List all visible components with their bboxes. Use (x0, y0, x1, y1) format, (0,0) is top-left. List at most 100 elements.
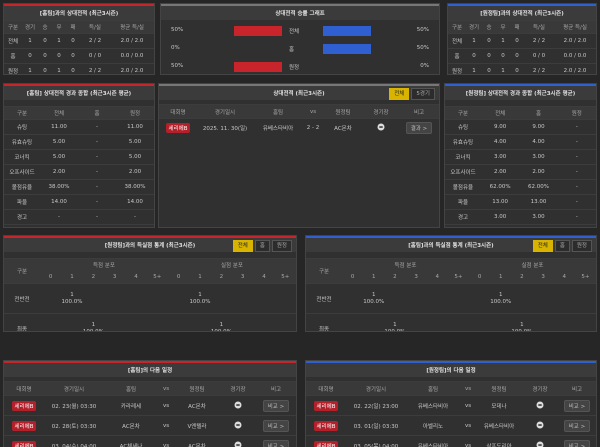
column-header: 경기장 (373, 109, 389, 116)
stadium-cell (220, 401, 256, 411)
table-cell: - (575, 154, 578, 160)
panel-title-text: 상대전적 (최근3시즌) (273, 91, 325, 97)
table-cell: 11.00 (127, 124, 143, 130)
goal-cell: 1 100.0% (384, 321, 405, 332)
action-cell: 비교 > (256, 399, 296, 412)
match-date: 02. 22(일) 23:00 (353, 403, 399, 410)
column-header: 경기일시 (214, 109, 236, 116)
table-cell: 11.00 (51, 124, 67, 130)
goal-cell: 1 100.0% (189, 292, 211, 306)
column-header: 득/실 (533, 25, 545, 31)
table-row: 퇴장--- (445, 224, 596, 227)
goal-row: 전반전 1 100.0% 1 100.0% (4, 283, 296, 313)
column-header: vs (309, 108, 317, 115)
bin-header: 1 (198, 274, 202, 280)
action-button[interactable]: 비교 > (563, 439, 591, 447)
goal-count: 1 (219, 321, 224, 328)
table-cell: 2 / 2 (88, 68, 102, 74)
table-cell: 0 (71, 38, 75, 44)
action-cell: 비교 > (558, 399, 596, 412)
table-cell: 0 / 0 (88, 53, 102, 59)
column-header: vs (162, 385, 170, 392)
away-bar (323, 26, 371, 36)
away-team: 삼프도리아 (486, 443, 512, 447)
bin-header: 2 (219, 274, 224, 280)
table-header: 구분 전체 홈 원정 (4, 106, 154, 119)
action-button[interactable]: 비교 > (563, 419, 591, 432)
table-cell: 2.0 / 2.0 (120, 38, 144, 44)
column-header: 승 (42, 25, 48, 31)
tab[interactable]: 홈 (554, 240, 570, 252)
panel: [홈팀]의 다음 일정 대회명 경기일시 홈팀 vs 원정팀 경기장 비고 세리에B 02. 23… (3, 360, 297, 447)
goal-count: 1 (371, 291, 376, 298)
tab[interactable]: 전체 (532, 240, 553, 252)
table-cell: 4.00 (494, 139, 507, 145)
stadium-icon (234, 421, 242, 428)
table-header: 구분 경기 승 무 패 득/실 평균 득/실 (4, 20, 154, 33)
goal-pct: 100.0% (490, 298, 512, 305)
table-cell: 2.00 (128, 169, 142, 175)
panel-title-text: [홈팀]의 다음 일정 (127, 368, 173, 374)
graph: 50% 전체 50% 0% 홈 50% 50% 원정 0% (161, 22, 439, 74)
column-header: 경기일시 (63, 386, 85, 393)
action-button[interactable]: 비교 > (262, 439, 290, 447)
action-button[interactable]: 비교 > (262, 399, 290, 412)
home-bar (234, 26, 282, 36)
table-cell: 0 (501, 53, 505, 59)
action-button[interactable]: 비교 > (563, 399, 591, 412)
bin-header: 0 (48, 274, 53, 280)
table-cell: 3.00 (532, 154, 545, 160)
table-cell: 오프사이드 (9, 170, 35, 176)
stadium-icon (234, 401, 242, 408)
table-cell: 1 (57, 68, 61, 74)
tab[interactable]: 전체 (389, 88, 410, 100)
table-cell: 14.00 (127, 199, 143, 205)
column-header: 대회명 (170, 109, 186, 116)
column-header: 홈팀 (427, 386, 439, 393)
league-cell: 세리에B (4, 400, 44, 411)
column-header: 경기 (24, 25, 36, 31)
panel: [홈팀]과의 상대전적 (최근3시즌) 구분 경기 승 무 패 득/실 평균 득/실 전체 1 0 1… (3, 3, 155, 75)
league-cell: 세리에B (306, 400, 346, 411)
column-header: 홈 (535, 111, 542, 117)
table-cell: 0 (43, 68, 47, 74)
column-header: 구분 (16, 111, 28, 117)
table-cell: 13.00 (492, 199, 509, 205)
tab[interactable]: 원정 (571, 240, 592, 252)
tab[interactable]: 원정 (271, 240, 292, 252)
bin-header: 4 (562, 274, 566, 280)
tab[interactable]: 5경기 (411, 88, 435, 100)
table-cell: 경고 (457, 215, 469, 221)
goal-pct: 100.0% (189, 298, 211, 305)
column-header: 구분 (16, 269, 28, 275)
away-team: V엔텔라 (187, 423, 207, 430)
panel-title-text: [홈팀]과의 상대전적 (최근3시즌) (39, 11, 119, 17)
tab[interactable]: 전체 (232, 240, 253, 252)
table-row: 오프사이드 2.00 2.00 - (445, 164, 596, 179)
bin-header: 3 (414, 274, 418, 280)
table-cell: 38.00% (48, 184, 70, 190)
action-button[interactable]: 비교 > (262, 419, 290, 432)
table-cell: 9.00 (532, 124, 545, 130)
column-header: 원정 (129, 111, 141, 117)
column-header: 패 (514, 25, 520, 31)
table-cell: 0 (57, 53, 61, 59)
goal-pct: 100.0% (363, 298, 385, 305)
row-label: 전반전 (14, 296, 30, 303)
table-cell: 1 (501, 68, 505, 74)
panel-title-text: [홈팀]과의 득실점 통계 (최근3시즌) (408, 243, 494, 249)
stadium-icon (536, 421, 544, 428)
vs: vs (162, 402, 170, 409)
goal-cell: 1 100.0% (511, 322, 532, 332)
tab[interactable]: 홈 (254, 240, 270, 252)
column-header: 전체 (53, 111, 65, 117)
table-cell: 원정 (7, 69, 19, 75)
stadium-icon (377, 123, 385, 131)
column-header: 구분 (451, 25, 463, 31)
table-cell: 경고 (16, 215, 28, 221)
action-button[interactable]: 결과 > (405, 122, 433, 134)
match-date: 02. 23(월) 03:30 (51, 403, 97, 410)
table-cell: 14.00 (51, 199, 67, 205)
goal-count: 1 (393, 321, 397, 328)
column-header: 경기장 (230, 386, 246, 393)
